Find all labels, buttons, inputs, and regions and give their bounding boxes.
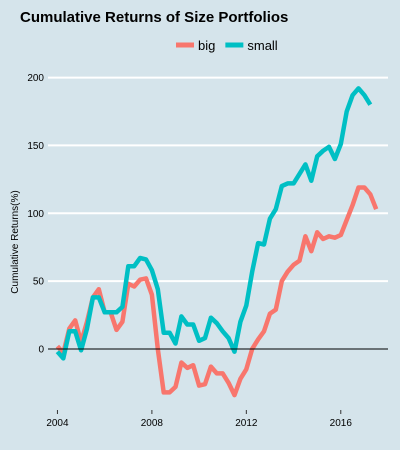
x-tick-label: 2016 xyxy=(330,418,353,429)
legend: big small xyxy=(176,38,278,53)
grid-lines xyxy=(48,76,388,283)
y-axis-title: Cumulative Returns(%) xyxy=(10,190,21,293)
x-tick-label: 2004 xyxy=(46,418,69,429)
x-tick-label: 2012 xyxy=(235,418,258,429)
y-tick-label: 100 xyxy=(27,209,44,220)
legend-label-small: small xyxy=(247,38,277,53)
x-tick-label: 2008 xyxy=(141,418,164,429)
axes: 0 50 100 150 200 2004 2008 2012 2016 xyxy=(27,73,388,429)
y-tick-label: 0 xyxy=(38,344,44,355)
legend-label-big: big xyxy=(198,38,215,53)
y-tick-label: 150 xyxy=(27,141,44,152)
series-lines xyxy=(55,86,379,398)
y-tick-label: 50 xyxy=(33,277,45,288)
chart-title: Cumulative Returns of Size Portfolios xyxy=(20,9,288,26)
series-line-small xyxy=(55,86,373,361)
y-tick-label: 200 xyxy=(27,73,44,84)
